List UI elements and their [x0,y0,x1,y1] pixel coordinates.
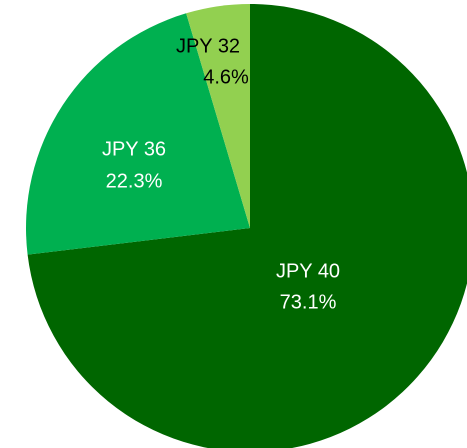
slice-category-label: JPY 40 [276,260,340,282]
slice-value-label: 73.1% [280,291,337,313]
slice-category-label: JPY 36 [102,138,166,160]
pie-slice [186,4,250,228]
pie-slice [26,13,250,255]
slice-value-label: 22.3% [106,170,163,192]
pie-slice [27,4,467,448]
slice-category-label: JPY 32 [176,35,240,57]
slice-value-label: 4.6% [203,66,249,88]
